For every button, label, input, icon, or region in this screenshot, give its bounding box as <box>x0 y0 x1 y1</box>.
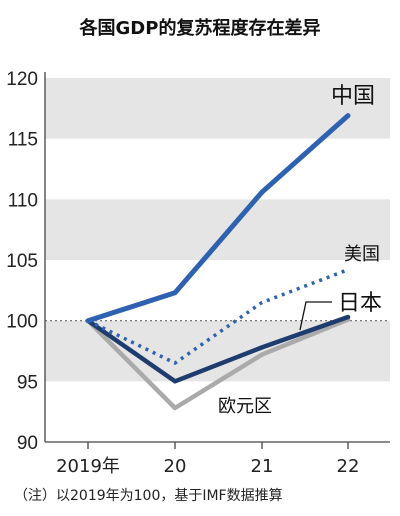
series-label-3: 欧元区 <box>218 396 272 417</box>
x-tick-2: 21 <box>251 456 274 477</box>
y-tick-120: 120 <box>6 69 38 90</box>
x-tick-1: 20 <box>164 456 187 477</box>
series-label-0: 中国 <box>331 84 375 109</box>
y-tick-90: 90 <box>17 433 38 454</box>
x-tick-labels: 2019年 20 21 22 <box>56 456 359 477</box>
band-105-110 <box>45 199 390 260</box>
chart-title: 各国GDP的复苏程度存在差异 <box>79 17 321 39</box>
footnote: （注）以2019年为100，基于IMF数据推算 <box>14 487 283 504</box>
label-leader-line <box>299 301 332 331</box>
series-line-3 <box>85 317 351 411</box>
x-tick-0: 2019年 <box>56 456 120 477</box>
series-label-2: 日本 <box>338 291 382 316</box>
y-tick-115: 115 <box>8 130 38 151</box>
y-tick-95: 95 <box>17 372 38 393</box>
series-line-1 <box>87 268 349 365</box>
y-tick-100: 100 <box>6 312 38 333</box>
y-tick-110: 110 <box>8 190 38 211</box>
series-label-1: 美国 <box>344 244 380 265</box>
series-line-0 <box>85 113 351 324</box>
series-line-2 <box>85 314 351 384</box>
series-lines <box>85 113 351 411</box>
axes <box>44 72 390 449</box>
x-tick-3: 22 <box>337 456 360 477</box>
y-tick-labels: 90 95 100 105 110 115 120 <box>6 69 38 454</box>
y-tick-105: 105 <box>6 251 38 272</box>
